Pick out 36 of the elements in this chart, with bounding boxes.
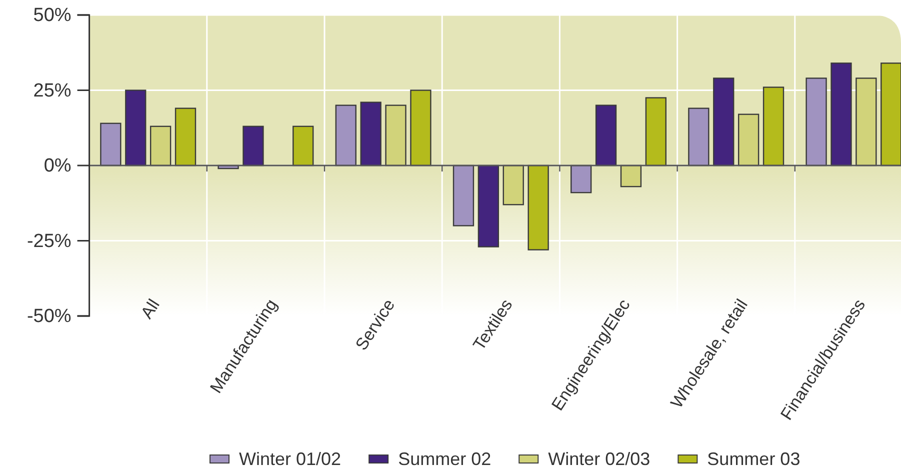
y-tick-label: 50% bbox=[33, 5, 72, 26]
y-tick-label: -50% bbox=[26, 306, 72, 328]
legend-label: Summer 03 bbox=[707, 449, 800, 468]
bar bbox=[856, 78, 877, 166]
bar bbox=[125, 90, 146, 166]
legend-label: Summer 02 bbox=[398, 449, 492, 468]
bar bbox=[570, 164, 592, 194]
bar bbox=[528, 164, 549, 250]
bar bbox=[595, 104, 617, 166]
y-tick-label: 0% bbox=[44, 156, 72, 177]
bar bbox=[242, 126, 264, 166]
bar bbox=[360, 102, 382, 166]
legend-label: Winter 01/02 bbox=[239, 449, 342, 468]
bar bbox=[830, 62, 852, 166]
bar bbox=[762, 86, 784, 166]
bar bbox=[502, 164, 524, 206]
y-tick-label: -25% bbox=[26, 230, 72, 252]
bar bbox=[713, 78, 734, 166]
bar bbox=[738, 114, 760, 166]
bar bbox=[452, 164, 474, 226]
bar bbox=[410, 90, 432, 166]
legend-label: Winter 02/03 bbox=[548, 449, 650, 468]
bar bbox=[385, 104, 406, 166]
bar bbox=[100, 122, 122, 166]
bar bbox=[880, 62, 901, 166]
bar bbox=[335, 104, 356, 166]
bar bbox=[620, 164, 642, 188]
bar bbox=[688, 108, 710, 166]
bar bbox=[645, 97, 666, 166]
bar bbox=[478, 164, 500, 248]
x-tick-label: All bbox=[137, 296, 164, 322]
y-tick-label: 25% bbox=[33, 80, 72, 102]
bar bbox=[292, 126, 314, 166]
bar bbox=[806, 78, 827, 166]
bar bbox=[174, 108, 196, 166]
bar bbox=[150, 126, 172, 166]
